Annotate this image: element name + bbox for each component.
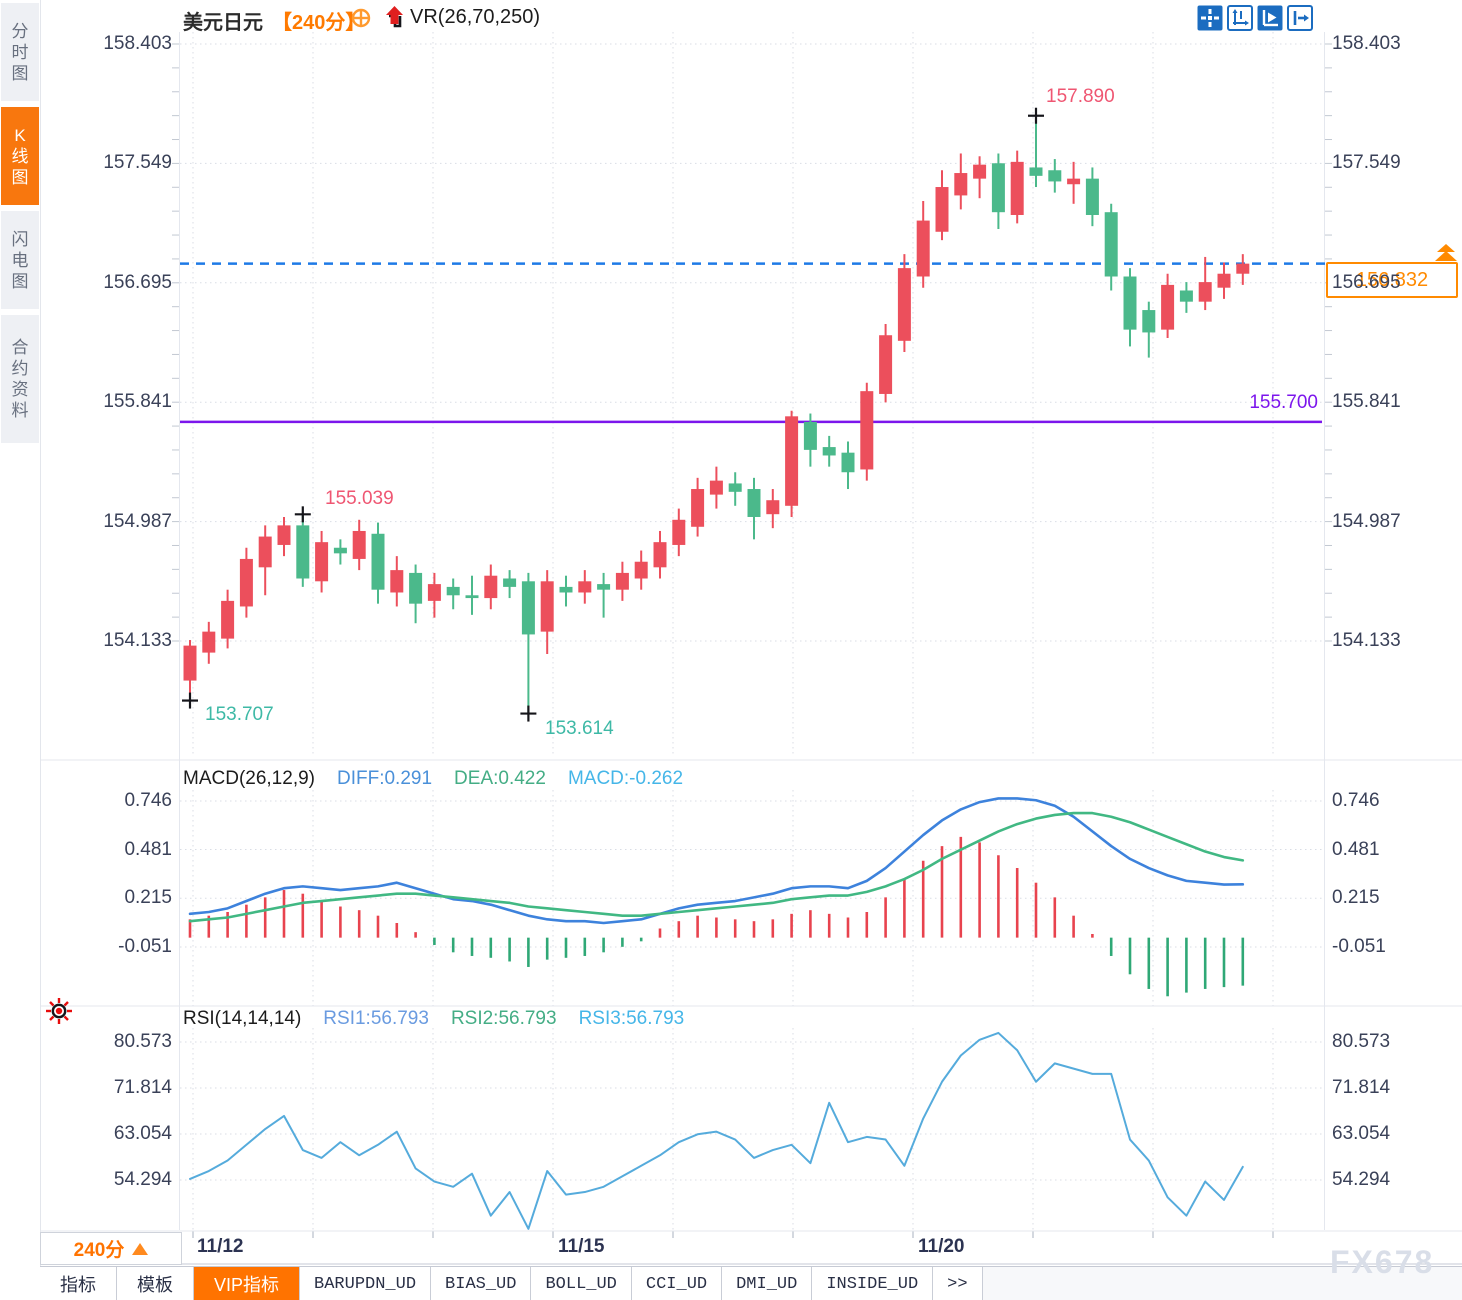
- tab-barupdn[interactable]: BARUPDN_UD: [300, 1267, 432, 1300]
- price-axis-label-left: 155.841: [103, 391, 172, 413]
- price-axis-label-left: 158.403: [103, 33, 172, 54]
- price-axis-label-left: 157.549: [103, 152, 172, 174]
- macd-header: MACD(26,12,9) DIFF:0.291 DEA:0.422 MACD:-0.…: [183, 768, 705, 790]
- price-axis-label-right: 157.549: [1332, 152, 1401, 174]
- tab-templates[interactable]: 模板: [117, 1267, 194, 1300]
- macd-dea-value: DEA:0.422: [454, 768, 546, 789]
- tab-bias[interactable]: BIAS_UD: [431, 1267, 532, 1300]
- macd-axis-label-right: -0.051: [1332, 936, 1386, 957]
- macd-axis-label-right: 0.746: [1332, 790, 1380, 811]
- rsi-axis-label-left: 63.054: [113, 1122, 172, 1144]
- macd-axis-label-left: 0.746: [124, 790, 172, 811]
- rsi-axis-label-left: 80.573: [113, 1031, 172, 1052]
- price-axis-label-right: 156.695: [1332, 271, 1401, 293]
- crosshair-tool-button[interactable]: [1197, 5, 1223, 31]
- rsi1-value: RSI1:56.793: [323, 1008, 429, 1029]
- sidebar-item-time-chart[interactable]: 分时图: [1, 3, 39, 101]
- tab-vip-indicators[interactable]: VIP指标: [194, 1267, 301, 1300]
- tab-boll[interactable]: BOLL_UD: [531, 1267, 632, 1300]
- price-axis-label-right: 154.133: [1332, 630, 1401, 651]
- macd-name: MACD(26,12,9): [183, 768, 315, 789]
- annotation-marked-high: 157.890: [1046, 86, 1115, 107]
- target-circle-icon[interactable]: [350, 7, 372, 34]
- sidebar-item-lightning-chart[interactable]: 闪电图: [1, 211, 39, 309]
- watermark: FX678: [1330, 1244, 1435, 1280]
- macd-axis-label-left: 0.215: [124, 887, 172, 909]
- price-axis-label-right: 158.403: [1332, 33, 1401, 54]
- axes-scale-tool-button[interactable]: [1227, 5, 1253, 31]
- sidebar-item-contract-info[interactable]: 合约资料: [1, 315, 39, 443]
- macd-diff-value: DIFF:0.291: [337, 768, 433, 789]
- indicator-title: VR(26,70,250): [410, 6, 541, 28]
- indicator-tabbar: 指标 模板 VIP指标 BARUPDN_UD BIAS_UD BOLL_UD CCI_UD D…: [40, 1266, 1462, 1300]
- price-axis-label-left: 154.133: [103, 630, 172, 651]
- alert-sun-icon[interactable]: [45, 997, 73, 1030]
- price-axis-label-right: 154.987: [1332, 510, 1401, 532]
- annotation-low-mid: 153.614: [545, 718, 614, 739]
- rsi-axis-label-right: 71.814: [1332, 1076, 1391, 1098]
- price-axis-label-left: 154.987: [103, 510, 172, 532]
- annotation-swing-high: 155.039: [325, 488, 394, 509]
- exit-right-tool-button[interactable]: [1287, 5, 1313, 31]
- last-price-box[interactable]: 156.832: [1326, 262, 1458, 298]
- symbol-title: 美元日元: [183, 12, 263, 34]
- red-up-arrow-icon[interactable]: [383, 4, 407, 35]
- tab-cci[interactable]: CCI_UD: [631, 1267, 723, 1300]
- rsi-axis-label-right: 63.054: [1332, 1122, 1391, 1144]
- rsi2-value: RSI2:56.793: [450, 1008, 557, 1029]
- rsi-name: RSI(14,14,14): [183, 1008, 302, 1029]
- caret-up-icon: [132, 1242, 149, 1255]
- rsi3-value: RSI3:56.793: [578, 1008, 685, 1029]
- macd-axis-label-right: 0.215: [1332, 887, 1380, 909]
- rsi-axis-label-right: 54.294: [1332, 1169, 1391, 1190]
- annotation-purple-level: 155.700: [1249, 392, 1318, 413]
- price-axis-label-left: 156.695: [103, 271, 172, 293]
- rsi-header: RSI(14,14,14) RSI1:56.793 RSI2:56.793 RSI3:…: [183, 1008, 706, 1030]
- x-axis-date-label: 11/20: [918, 1236, 965, 1257]
- macd-axis-label-left: 0.481: [124, 838, 172, 860]
- period-label[interactable]: 【240分】: [272, 12, 366, 34]
- last-price-value: 156.832: [1355, 268, 1429, 291]
- x-axis-date-label: 11/12: [197, 1236, 244, 1257]
- tab-indicators[interactable]: 指标: [40, 1267, 117, 1300]
- pointer-play-tool-button[interactable]: [1257, 5, 1283, 31]
- x-axis-date-label: 11/15: [558, 1236, 605, 1257]
- rsi-axis-label-left: 54.294: [113, 1169, 172, 1190]
- rsi-axis-label-left: 71.814: [113, 1076, 172, 1098]
- macd-axis-label-left: -0.051: [118, 936, 172, 957]
- tab-inside[interactable]: INSIDE_UD: [812, 1267, 934, 1300]
- macd-axis-label-right: 0.481: [1332, 838, 1380, 860]
- annotation-low-left: 153.707: [205, 704, 274, 725]
- period-selector[interactable]: 240分: [40, 1232, 182, 1265]
- price-axis-label-right: 155.841: [1332, 391, 1401, 413]
- tab-dmi[interactable]: DMI_UD: [722, 1267, 813, 1300]
- tab-more[interactable]: >>: [933, 1267, 983, 1300]
- macd-value: MACD:-0.262: [567, 768, 684, 789]
- price-up-arrow-icon: [1434, 244, 1458, 267]
- period-selector-label: 240分: [73, 1240, 125, 1261]
- rsi-axis-label-right: 80.573: [1332, 1031, 1391, 1052]
